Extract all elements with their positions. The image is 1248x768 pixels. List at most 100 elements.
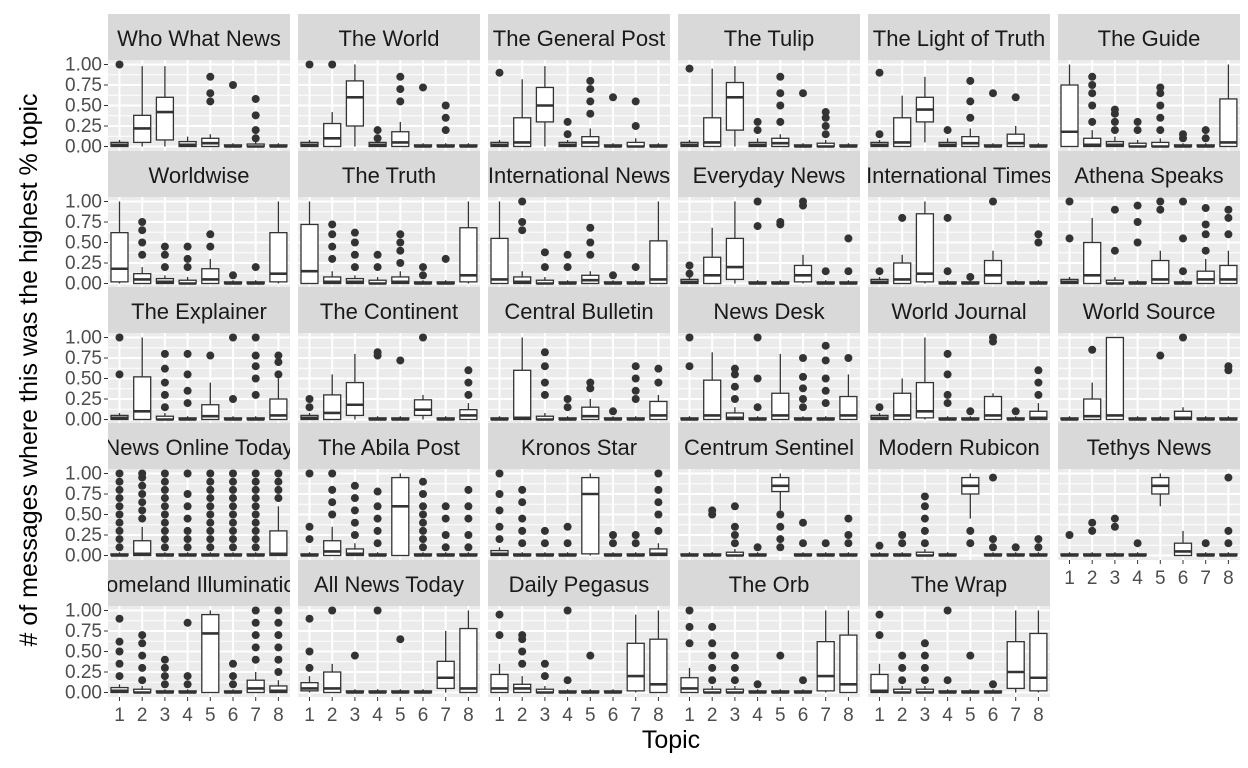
outlier-point bbox=[138, 481, 147, 490]
outlier-point bbox=[563, 606, 572, 615]
y-tick-label: 0.25 bbox=[65, 389, 102, 410]
boxplot-topic-6 bbox=[1173, 130, 1193, 148]
boxplot-topic-7 bbox=[816, 610, 835, 693]
outlier-point bbox=[685, 269, 694, 278]
x-tick-label: 1 bbox=[494, 705, 505, 726]
outlier-point bbox=[1156, 113, 1165, 122]
outlier-point bbox=[776, 89, 785, 98]
outlier-point bbox=[229, 526, 237, 535]
box bbox=[983, 395, 1003, 421]
outlier-point bbox=[160, 403, 169, 412]
y-tick-label: 0.00 bbox=[65, 683, 102, 704]
outlier-point bbox=[373, 250, 382, 259]
outlier-point bbox=[160, 263, 169, 272]
boxplot-topic-1 bbox=[870, 541, 889, 557]
outlier-point bbox=[730, 370, 739, 379]
outlier-point bbox=[464, 514, 473, 523]
outlier-point bbox=[160, 242, 169, 251]
outlier-point bbox=[251, 126, 260, 135]
outlier-point bbox=[1201, 126, 1210, 135]
boxplot-topic-6 bbox=[793, 89, 813, 148]
facet-strip bbox=[108, 287, 290, 333]
x-tick-label: 5 bbox=[1155, 568, 1166, 589]
outlier-point bbox=[1088, 81, 1097, 89]
boxplot-topic-8 bbox=[839, 234, 858, 285]
box bbox=[1173, 410, 1193, 421]
outlier-point bbox=[730, 382, 739, 391]
outlier-point bbox=[229, 680, 237, 689]
y-tick-label: 0.25 bbox=[65, 116, 102, 137]
outlier-point bbox=[1201, 246, 1210, 255]
boxplot-topic-5 bbox=[771, 72, 790, 148]
boxplot-topic-3 bbox=[345, 353, 365, 420]
box bbox=[269, 685, 288, 694]
boxplot-topic-4 bbox=[558, 522, 577, 557]
outlier-point bbox=[609, 93, 617, 102]
boxplot-topic-6 bbox=[413, 689, 433, 694]
outlier-point bbox=[183, 370, 192, 379]
x-tick-label: 2 bbox=[137, 705, 148, 726]
outlier-point bbox=[540, 263, 549, 272]
outlier-point bbox=[821, 267, 830, 276]
outlier-point bbox=[495, 610, 504, 619]
facet-panel: The Orb 1 2 3 4 5 6 7 8 bbox=[678, 560, 860, 726]
facet-strip bbox=[488, 151, 670, 197]
x-tick-label: 4 bbox=[1132, 568, 1143, 589]
facet-strip bbox=[108, 151, 290, 197]
facet-title: All News Today bbox=[314, 572, 464, 597]
outlier-point bbox=[350, 238, 359, 247]
outlier-point bbox=[396, 230, 405, 239]
outlier-point bbox=[328, 485, 337, 494]
boxplot-topic-1 bbox=[680, 64, 699, 148]
outlier-point bbox=[1034, 535, 1043, 544]
x-tick-label: 5 bbox=[965, 705, 976, 726]
box bbox=[300, 223, 319, 285]
boxplot-topic-4 bbox=[558, 117, 577, 148]
outlier-point bbox=[206, 485, 215, 494]
outlier-point bbox=[328, 510, 337, 519]
boxplot-topic-7 bbox=[626, 531, 645, 557]
boxplot-topic-1 bbox=[300, 201, 319, 285]
outlier-point bbox=[396, 72, 405, 81]
outlier-point bbox=[251, 543, 260, 552]
box bbox=[680, 677, 699, 694]
facet-panel: The Tulip bbox=[678, 14, 860, 151]
boxplot-topic-8 bbox=[1029, 535, 1048, 557]
outlier-point bbox=[875, 631, 884, 640]
outlier-point bbox=[1065, 531, 1074, 539]
outlier-point bbox=[966, 407, 975, 416]
boxplot-topic-2 bbox=[323, 220, 342, 285]
outlier-point bbox=[495, 522, 504, 531]
boxplot-topic-2 bbox=[513, 337, 532, 421]
outlier-point bbox=[586, 384, 595, 393]
boxplot-topic-1 bbox=[110, 201, 129, 284]
boxplot-topic-7 bbox=[246, 94, 265, 148]
facet-strip bbox=[488, 423, 670, 469]
facet-strip bbox=[678, 14, 860, 60]
y-tick-label: 0.75 bbox=[65, 75, 102, 96]
boxplot-topic-8 bbox=[269, 351, 288, 421]
outlier-point bbox=[183, 526, 192, 535]
outlier-point bbox=[274, 358, 283, 367]
outlier-point bbox=[609, 531, 617, 539]
boxplot-topic-5 bbox=[201, 351, 220, 421]
outlier-point bbox=[183, 349, 192, 358]
boxplot-topic-8 bbox=[839, 514, 858, 557]
outlier-point bbox=[989, 543, 997, 552]
outlier-point bbox=[943, 267, 952, 276]
outlier-point bbox=[251, 502, 260, 511]
outlier-point bbox=[966, 97, 975, 106]
boxplot-topic-6 bbox=[603, 689, 623, 694]
facet-title: The Explainer bbox=[131, 299, 267, 324]
outlier-point bbox=[251, 111, 260, 120]
box bbox=[893, 392, 912, 421]
box bbox=[436, 660, 455, 690]
outlier-point bbox=[540, 526, 549, 535]
y-tick-label: 0.75 bbox=[65, 212, 102, 233]
boxplot-topic-3 bbox=[155, 242, 175, 285]
outlier-point bbox=[708, 663, 717, 672]
outlier-point bbox=[396, 246, 405, 255]
boxplot-topic-5 bbox=[581, 76, 600, 148]
boxplot-topic-4 bbox=[368, 487, 387, 557]
outlier-point bbox=[753, 680, 762, 689]
